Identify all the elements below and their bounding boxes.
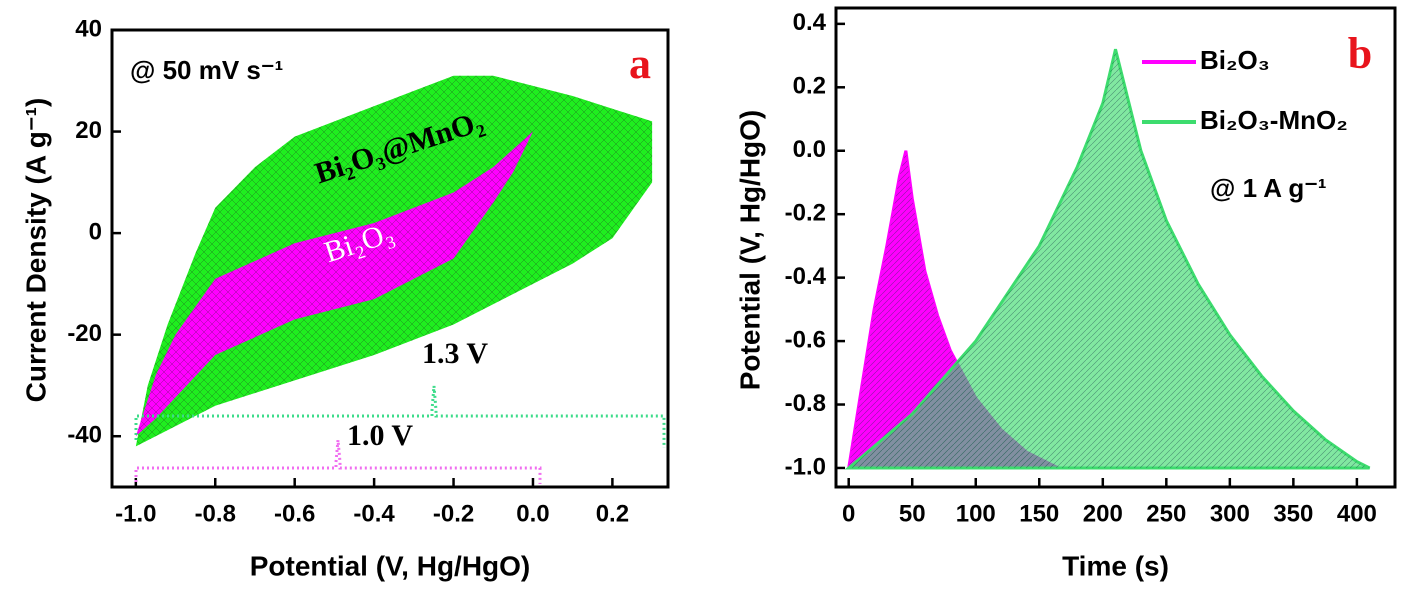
- y-tick-label: -40: [67, 422, 102, 449]
- y-tick-label: -1.0: [785, 453, 826, 480]
- y-tick-label: 20: [75, 117, 102, 144]
- annotation: @ 50 mV s⁻¹: [130, 55, 283, 85]
- x-tick-label: 250: [1146, 500, 1186, 527]
- x-tick-label: 400: [1337, 500, 1377, 527]
- plot-frame: [834, 6, 1397, 489]
- x-tick-label: -0.4: [353, 500, 395, 527]
- legend-label: Bi₂O₃-MnO₂: [1200, 105, 1348, 135]
- hatch: [135, 131, 533, 437]
- x-tick-label: 0.2: [596, 500, 629, 527]
- x-tick-label: 150: [1019, 500, 1059, 527]
- y-tick-label: -0.2: [785, 200, 826, 227]
- x-tick-label: 100: [956, 500, 996, 527]
- x-tick-label: 0.0: [516, 500, 549, 527]
- x-tick-label: 200: [1083, 500, 1123, 527]
- y-tick-label: 0.4: [793, 9, 827, 36]
- window-brackets: [134, 385, 666, 484]
- x-tick-label: 350: [1273, 500, 1313, 527]
- x-tick-label: 0: [842, 500, 855, 527]
- annotation: a: [629, 39, 651, 88]
- annotation: b: [1348, 29, 1372, 78]
- y-tick-label: 40: [75, 15, 102, 42]
- y-axis-title: Potential (V, Hg/HgO): [734, 110, 765, 391]
- x-tick-label: -1.0: [115, 500, 156, 527]
- x-tick-label: -0.8: [195, 500, 236, 527]
- annotation: 1.3 V: [422, 337, 488, 370]
- annotation: @ 1 A g⁻¹: [1210, 173, 1327, 203]
- panel-a: -1.0 -0.8 -0.6 -0.4 -0.2 0.0 0.2 -40 -20 0 20 40 Pot…: [20, 15, 670, 581]
- x-tick-label: -0.6: [274, 500, 315, 527]
- plot-frame: [110, 28, 670, 489]
- y-tick-label: 0.0: [793, 136, 826, 163]
- y-tick-label: -0.6: [785, 326, 826, 353]
- y-tick-label: -20: [67, 320, 102, 347]
- y-tick-label: -0.8: [785, 390, 826, 417]
- x-axis-title: Potential (V, Hg/HgO): [250, 550, 531, 581]
- y-tick-label: -0.4: [785, 263, 827, 290]
- panel-b: 0 50 100 150 200 250 300 350 400 -1.0 -0.8 -0.6 -0.4…: [734, 6, 1397, 581]
- x-tick-label: 300: [1210, 500, 1250, 527]
- y-axis-title: Current Density (A g⁻¹): [20, 98, 51, 403]
- y-tick-label: 0: [89, 218, 102, 245]
- annotation: 1.0 V: [347, 419, 413, 452]
- y-tick-label: 0.2: [793, 73, 826, 100]
- x-axis-title: Time (s): [1062, 550, 1169, 581]
- x-tick-label: 50: [899, 500, 926, 527]
- legend-label: Bi₂O₃: [1200, 45, 1270, 75]
- hatch: [848, 49, 1370, 468]
- x-tick-label: -0.2: [433, 500, 474, 527]
- hatch: [848, 150, 1059, 468]
